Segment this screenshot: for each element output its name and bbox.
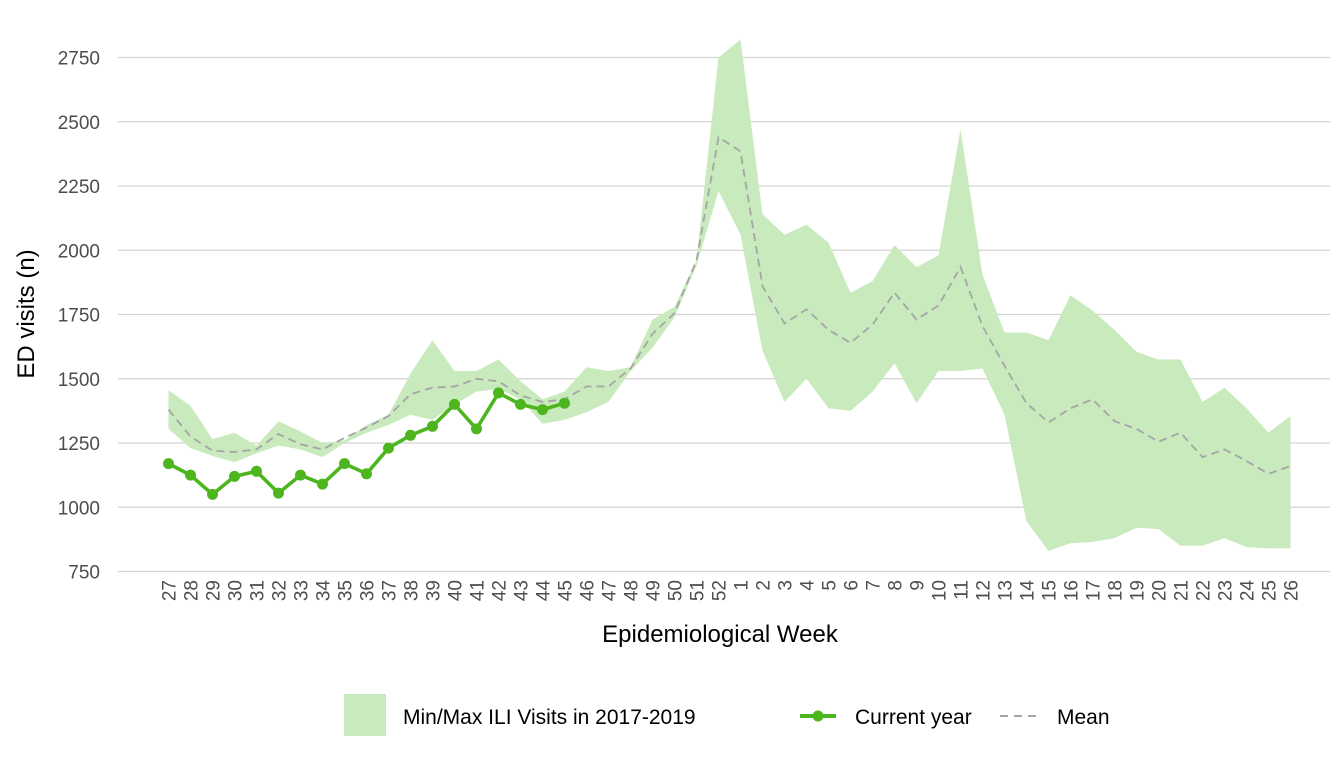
x-tick-label: 21 bbox=[1172, 580, 1193, 601]
current-year-point bbox=[559, 397, 570, 409]
x-tick-label: 9 bbox=[908, 580, 929, 591]
x-tick-label: 18 bbox=[1106, 580, 1127, 601]
band-layer bbox=[168, 39, 1291, 551]
x-tick-label: 36 bbox=[358, 580, 379, 601]
x-tick-label: 23 bbox=[1216, 580, 1237, 601]
x-tick-label: 15 bbox=[1040, 580, 1061, 601]
current-year-point bbox=[515, 398, 526, 410]
x-tick-label: 2 bbox=[754, 580, 775, 591]
x-tick-label: 35 bbox=[336, 580, 357, 601]
x-axis-title: Epidemiological Week bbox=[602, 621, 839, 648]
legend-current-year-label: Current year bbox=[855, 706, 972, 729]
x-tick-label: 52 bbox=[710, 580, 731, 601]
x-tick-label: 13 bbox=[996, 580, 1017, 601]
y-tick-labels: 750 1000 1250 1500 1750 2000 2250 2500 2750 bbox=[58, 49, 100, 584]
y-tick-label: 2500 bbox=[58, 113, 100, 134]
x-tick-label: 1 bbox=[732, 580, 753, 591]
x-tick-label: 26 bbox=[1282, 580, 1303, 601]
x-tick-label: 33 bbox=[292, 580, 313, 601]
x-tick-label: 5 bbox=[820, 580, 841, 591]
x-tick-label: 6 bbox=[842, 580, 863, 591]
x-tick-label: 45 bbox=[556, 580, 577, 601]
x-tick-label: 48 bbox=[622, 580, 643, 601]
x-tick-label: 50 bbox=[666, 580, 687, 601]
current-year-point bbox=[361, 468, 372, 480]
current-year-point bbox=[339, 458, 350, 470]
y-tick-label: 2750 bbox=[58, 49, 100, 70]
y-tick-label: 750 bbox=[68, 563, 100, 584]
x-tick-label: 44 bbox=[534, 580, 555, 602]
legend: Min/Max ILI Visits in 2017-2019 Current … bbox=[344, 694, 1110, 736]
x-tick-label: 32 bbox=[270, 580, 291, 601]
x-tick-label: 14 bbox=[1018, 580, 1039, 602]
x-tick-label: 31 bbox=[248, 580, 269, 601]
x-tick-label: 10 bbox=[930, 580, 951, 601]
x-tick-label: 34 bbox=[314, 580, 335, 602]
current-year-point bbox=[471, 423, 482, 435]
current-year-point bbox=[537, 404, 548, 416]
mean-line bbox=[167, 135, 1291, 475]
current-year-point bbox=[251, 465, 262, 477]
x-tick-label: 38 bbox=[402, 580, 423, 601]
current-year-point bbox=[317, 478, 328, 490]
x-tick-label: 27 bbox=[160, 580, 181, 601]
x-tick-label: 8 bbox=[886, 580, 907, 591]
y-tick-label: 1000 bbox=[58, 498, 100, 519]
x-tick-label: 39 bbox=[424, 580, 445, 601]
x-tick-label: 47 bbox=[600, 580, 621, 601]
series-layer bbox=[163, 135, 1291, 500]
current-year-point bbox=[207, 488, 218, 500]
current-year-point bbox=[163, 458, 174, 470]
current-year-point bbox=[295, 469, 306, 481]
y-tick-label: 1750 bbox=[58, 306, 100, 327]
x-tick-label: 12 bbox=[974, 580, 995, 601]
y-tick-label: 2250 bbox=[58, 177, 100, 198]
x-tick-label: 42 bbox=[490, 580, 511, 601]
y-axis-title: ED visits (n) bbox=[13, 249, 40, 378]
x-tick-label: 11 bbox=[952, 580, 973, 600]
x-tick-label: 41 bbox=[468, 580, 489, 601]
legend-band-label: Min/Max ILI Visits in 2017-2019 bbox=[403, 706, 696, 729]
legend-current-year-marker bbox=[812, 710, 824, 722]
current-year-point bbox=[273, 487, 284, 499]
current-year-point bbox=[185, 469, 196, 481]
current-year-point bbox=[493, 387, 504, 399]
x-tick-label: 25 bbox=[1260, 580, 1281, 601]
x-tick-label: 20 bbox=[1150, 580, 1171, 601]
y-tick-label: 1500 bbox=[58, 370, 100, 391]
x-tick-label: 37 bbox=[380, 580, 401, 601]
legend-band-swatch bbox=[344, 694, 386, 736]
y-tick-label: 2000 bbox=[58, 241, 100, 262]
x-tick-label: 19 bbox=[1128, 580, 1149, 601]
x-tick-label: 22 bbox=[1194, 580, 1215, 601]
x-tick-label: 40 bbox=[446, 580, 467, 601]
x-tick-label: 16 bbox=[1062, 580, 1083, 601]
x-tick-label: 30 bbox=[226, 580, 247, 601]
current-year-point bbox=[449, 398, 460, 410]
current-year-point bbox=[405, 429, 416, 441]
y-tick-label: 1250 bbox=[58, 434, 100, 455]
x-tick-label: 4 bbox=[798, 580, 819, 591]
x-tick-label: 24 bbox=[1238, 580, 1259, 602]
x-tick-label: 17 bbox=[1084, 580, 1105, 601]
x-tick-label: 29 bbox=[204, 580, 225, 601]
x-tick-label: 46 bbox=[578, 580, 599, 601]
current-year-point bbox=[427, 420, 438, 432]
x-tick-label: 7 bbox=[864, 580, 885, 591]
x-tick-label: 3 bbox=[776, 580, 797, 591]
x-tick-label: 49 bbox=[644, 580, 665, 601]
x-tick-label: 43 bbox=[512, 580, 533, 601]
current-year-point bbox=[383, 442, 394, 454]
x-tick-label: 28 bbox=[182, 580, 203, 601]
current-year-point bbox=[229, 470, 240, 482]
min-max-band bbox=[168, 39, 1291, 551]
legend-mean-label: Mean bbox=[1057, 706, 1110, 729]
x-tick-labels: 27 28 29 30 31 32 33 34 35 36 37 38 39 40 41 42 43 44 45 46… bbox=[160, 580, 1303, 602]
x-tick-label: 51 bbox=[688, 580, 709, 601]
